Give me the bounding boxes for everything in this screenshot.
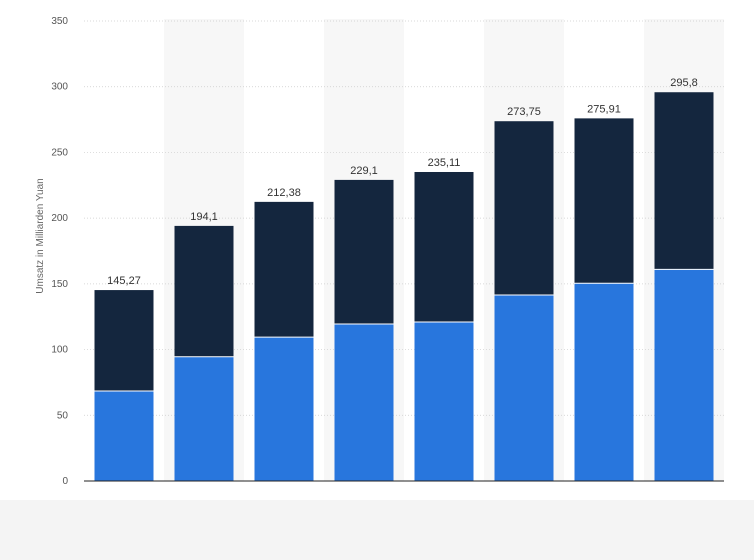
bar-segment-2 (94, 290, 154, 391)
footer-area (0, 500, 754, 560)
total-data-label: 212,38 (267, 187, 301, 199)
total-data-label: 194,1 (190, 211, 218, 223)
bar-segment-2 (574, 118, 634, 284)
y-tick-label: 200 (51, 213, 68, 224)
total-data-label: 275,91 (587, 103, 621, 115)
y-tick-label: 0 (62, 476, 68, 487)
y-axis-title: Umsatz in Milliarden Yuan (35, 178, 46, 293)
y-tick-label: 100 (51, 345, 68, 356)
bar-segment-1 (574, 283, 634, 481)
stacked-bar-chart: 145,27 194,1 212,38 229,1 235,11 273,75 275,91… (35, 16, 724, 487)
total-data-label: 273,75 (507, 106, 541, 118)
bar-segment-1 (334, 323, 394, 481)
total-data-label: 229,1 (350, 165, 378, 177)
total-data-label: 235,11 (428, 157, 461, 169)
bar-segment-2 (654, 92, 714, 270)
y-tick-label: 300 (51, 82, 68, 93)
y-tick-label: 50 (57, 410, 69, 421)
bar-segment-1 (94, 390, 154, 481)
y-tick-label: 150 (51, 279, 68, 290)
bar-segment-1 (654, 269, 714, 481)
bar-segment-2 (334, 179, 394, 324)
bar-segment-2 (174, 225, 234, 357)
bar-segment-2 (414, 171, 474, 322)
bar-segment-2 (254, 201, 314, 338)
bar-segment-1 (494, 295, 554, 481)
bar-segment-1 (414, 321, 474, 481)
total-data-label: 145,27 (107, 275, 141, 287)
bar-segment-1 (174, 356, 234, 481)
y-tick-label: 350 (51, 16, 68, 27)
bar-segment-1 (254, 337, 314, 481)
bar-segment-2 (494, 121, 554, 296)
total-data-label: 295,8 (670, 77, 698, 89)
y-tick-label: 250 (51, 147, 68, 158)
